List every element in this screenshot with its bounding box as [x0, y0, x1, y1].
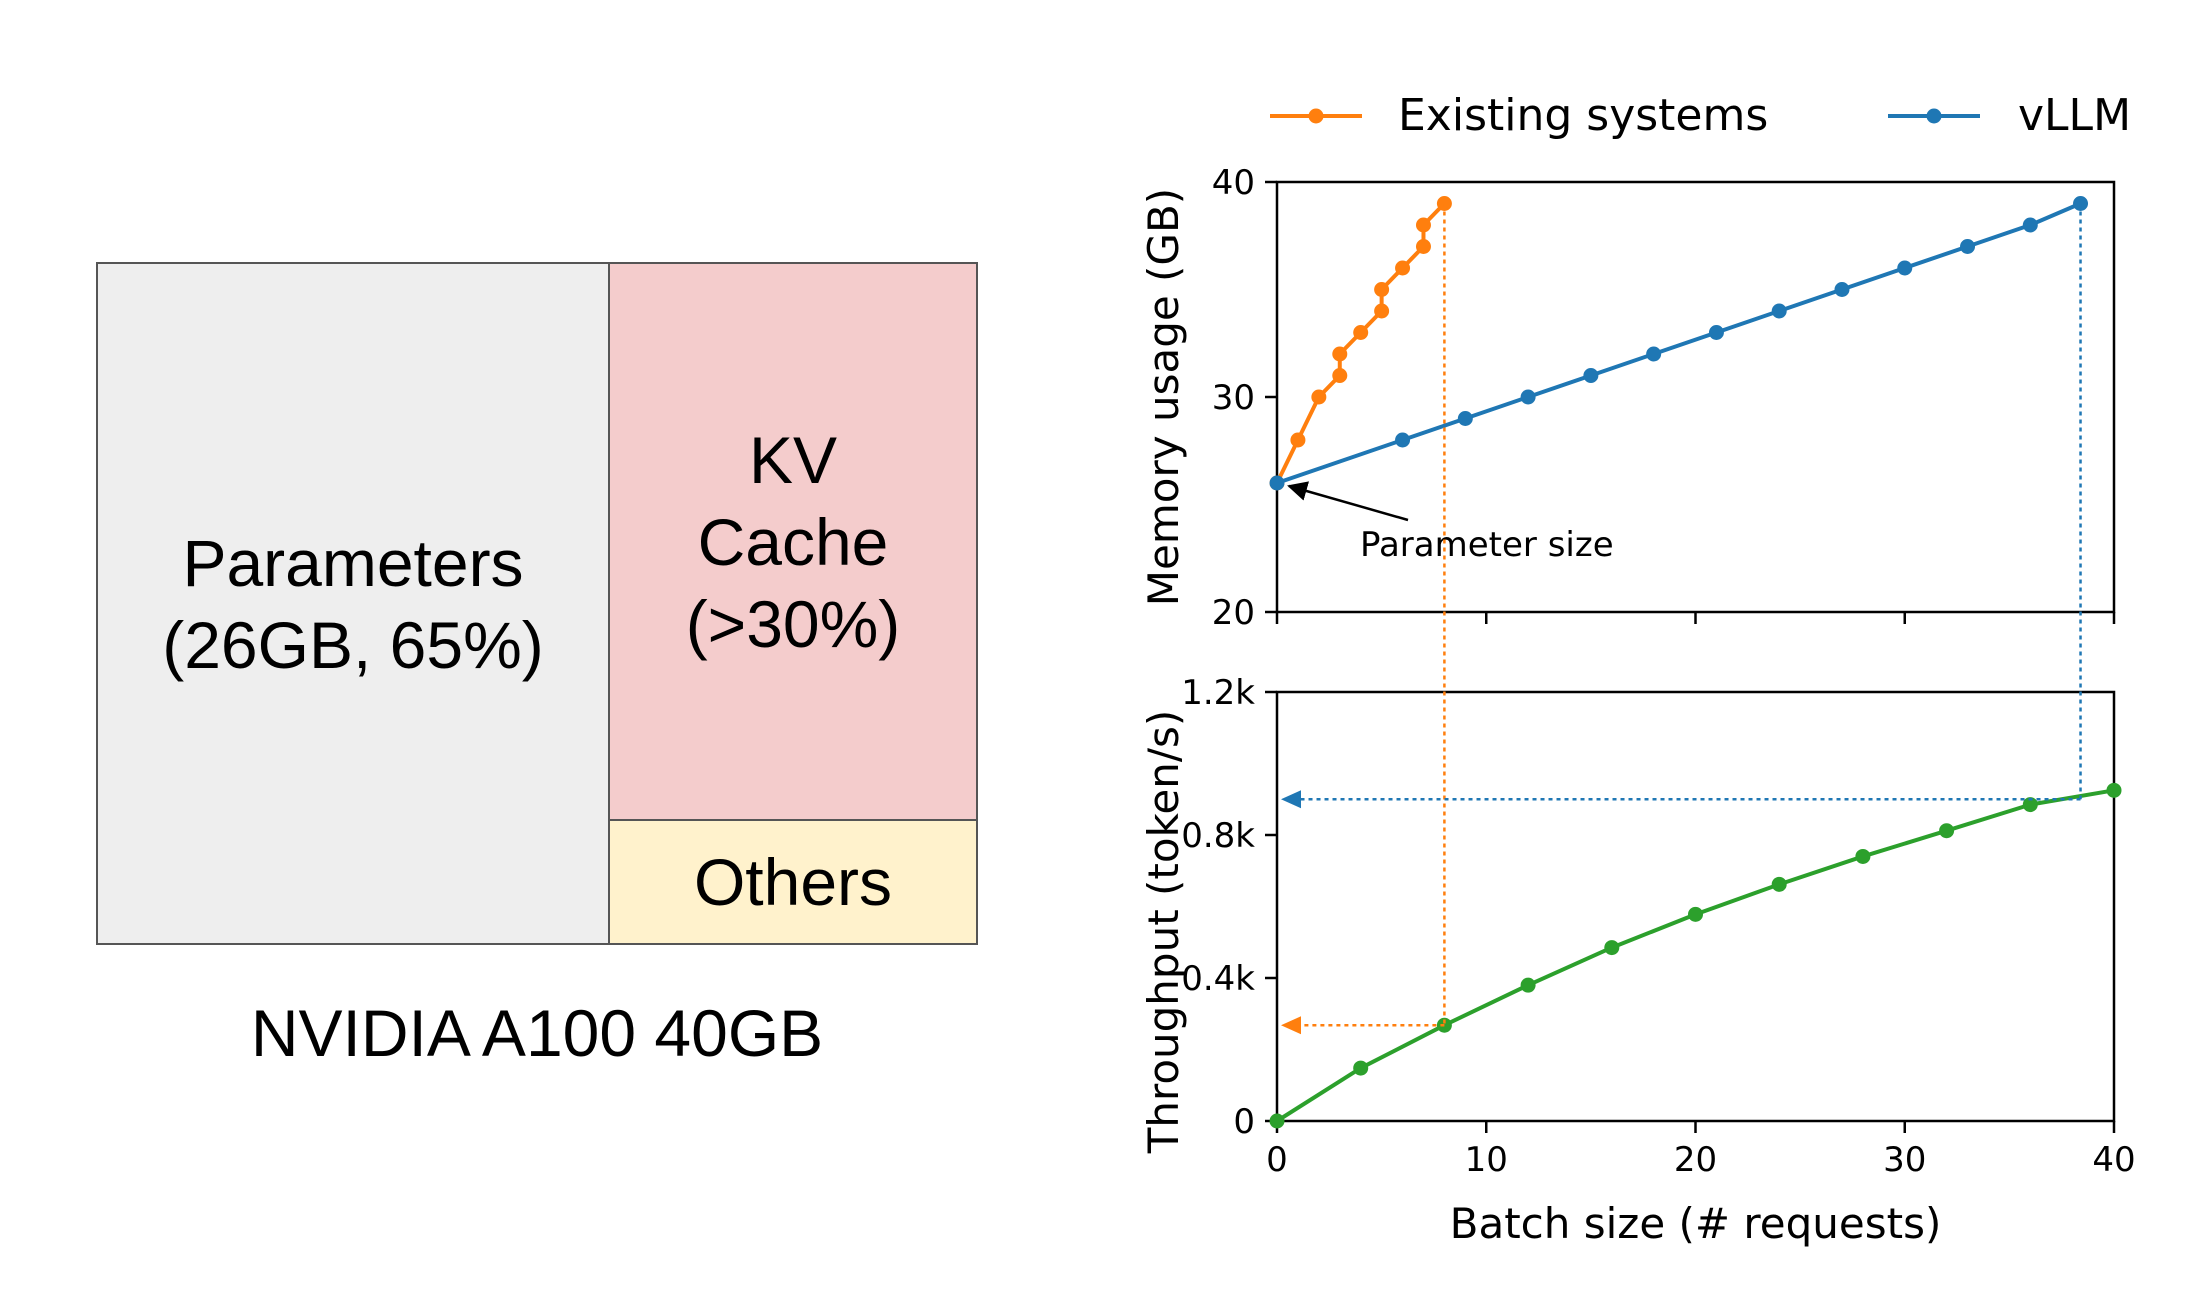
- memory-series-0-point-7: [1374, 282, 1390, 297]
- memory-series-1-point-2: [1457, 411, 1473, 426]
- memory-series-0-point-5: [1353, 325, 1369, 340]
- throughput-series-0-line: [1275, 788, 2115, 1123]
- throughput-xtick-label-1: 10: [1465, 1140, 1508, 1180]
- memory-ytick-label-1: 30: [1212, 378, 1255, 418]
- throughput-series-0-point-7: [1855, 848, 1871, 864]
- memory-series-1-point-3: [1520, 389, 1536, 405]
- memory-ylabel: Memory usage (GB): [1139, 188, 1188, 606]
- parameters-label: Parameters (26GB, 65%): [162, 525, 544, 682]
- memory-series-1-point-10: [1960, 239, 1976, 254]
- memory-series-0-point-6: [1374, 303, 1390, 319]
- throughput-series-0-point-4: [1604, 940, 1620, 956]
- throughput-ytick-label-1: 0.4k: [1181, 959, 1255, 999]
- memory-series-1-point-4: [1583, 368, 1599, 383]
- guide-lines: [1281, 203, 2082, 1035]
- memory-series-0-point-2: [1311, 389, 1327, 405]
- memory-usage-plot: 20 30 40 Memory usage (GB) Parameter size: [1139, 163, 2116, 633]
- legend: Existing systems vLLM: [1270, 90, 2131, 141]
- throughput-xtick-label-4: 40: [2092, 1140, 2135, 1180]
- memory-series-1-point-0: [1269, 475, 1285, 491]
- memory-series-1-point-7: [1771, 303, 1787, 319]
- guide-arrowhead-0: [1281, 1016, 1301, 1035]
- throughput-plot: 0 0.4k 0.8k 1.2k 0 10 20 30 40 Batch size (# requ…: [1139, 673, 2136, 1248]
- memory-series-1-point-8: [1834, 282, 1850, 297]
- parameter-size-arrow: [1287, 481, 1409, 522]
- legend-label-0: Existing systems: [1398, 90, 1768, 141]
- guide-arrowhead-1: [1281, 790, 1301, 809]
- parameter-size-label: Parameter size: [1360, 525, 1614, 565]
- throughput-series-0-point-3: [1520, 977, 1536, 993]
- memory-series-1-point-1: [1395, 432, 1411, 448]
- memory-series-0-point-9: [1415, 239, 1431, 254]
- parameters-block: Parameters (26GB, 65%): [96, 262, 610, 945]
- legend-label-1: vLLM: [2018, 90, 2131, 141]
- memory-series-1-point-11: [2022, 217, 2038, 233]
- memory-series-0-point-8: [1395, 260, 1411, 276]
- throughput-xlabel: Batch size (# requests): [1450, 1199, 1942, 1248]
- kv-cache-block: KV Cache (>30%): [608, 262, 978, 821]
- memory-ytick-label-2: 40: [1212, 163, 1255, 203]
- throughput-ylabel: Throughput (token/s): [1139, 710, 1188, 1155]
- legend-marker-1: [1926, 108, 1942, 124]
- throughput-series-0-point-9: [2022, 797, 2038, 813]
- others-block: Others: [608, 819, 978, 945]
- memory-series-1-point-5: [1646, 346, 1662, 362]
- memory-series-0-point-1: [1290, 432, 1306, 448]
- memory-series-0-point-4: [1332, 346, 1348, 362]
- throughput-xtick-label-0: 0: [1266, 1140, 1288, 1180]
- gpu-memory-diagram: Parameters (26GB, 65%) KV Cache (>30%) O…: [0, 0, 1060, 1296]
- throughput-series-0-point-1: [1353, 1060, 1369, 1076]
- throughput-ytick-label-3: 1.2k: [1181, 673, 1255, 713]
- legend-marker-0: [1308, 108, 1324, 124]
- throughput-series-0-point-8: [1939, 823, 1955, 839]
- memory-series-0-point-10: [1415, 217, 1431, 233]
- throughput-series-0-point-0: [1269, 1113, 1285, 1129]
- throughput-ytick-label-0: 0: [1233, 1102, 1255, 1142]
- kv-cache-label: KV Cache (>30%): [685, 422, 901, 661]
- throughput-series-0-point-10: [2106, 782, 2122, 798]
- throughput-series-0-point-6: [1771, 876, 1787, 892]
- gpu-label: NVIDIA A100 40GB: [250, 996, 824, 1070]
- throughput-plot-frame: [1275, 690, 2116, 1123]
- memory-series-0-point-3: [1332, 368, 1348, 383]
- throughput-xtick-label-3: 30: [1883, 1140, 1926, 1180]
- others-label: Others: [693, 845, 893, 919]
- throughput-ytick-label-2: 0.8k: [1181, 816, 1255, 856]
- memory-ytick-label-0: 20: [1212, 593, 1255, 633]
- memory-series-1-point-6: [1708, 325, 1724, 340]
- memory-series-1-point-9: [1897, 260, 1913, 276]
- throughput-xtick-label-2: 20: [1674, 1140, 1717, 1180]
- throughput-series-0-point-5: [1688, 906, 1703, 922]
